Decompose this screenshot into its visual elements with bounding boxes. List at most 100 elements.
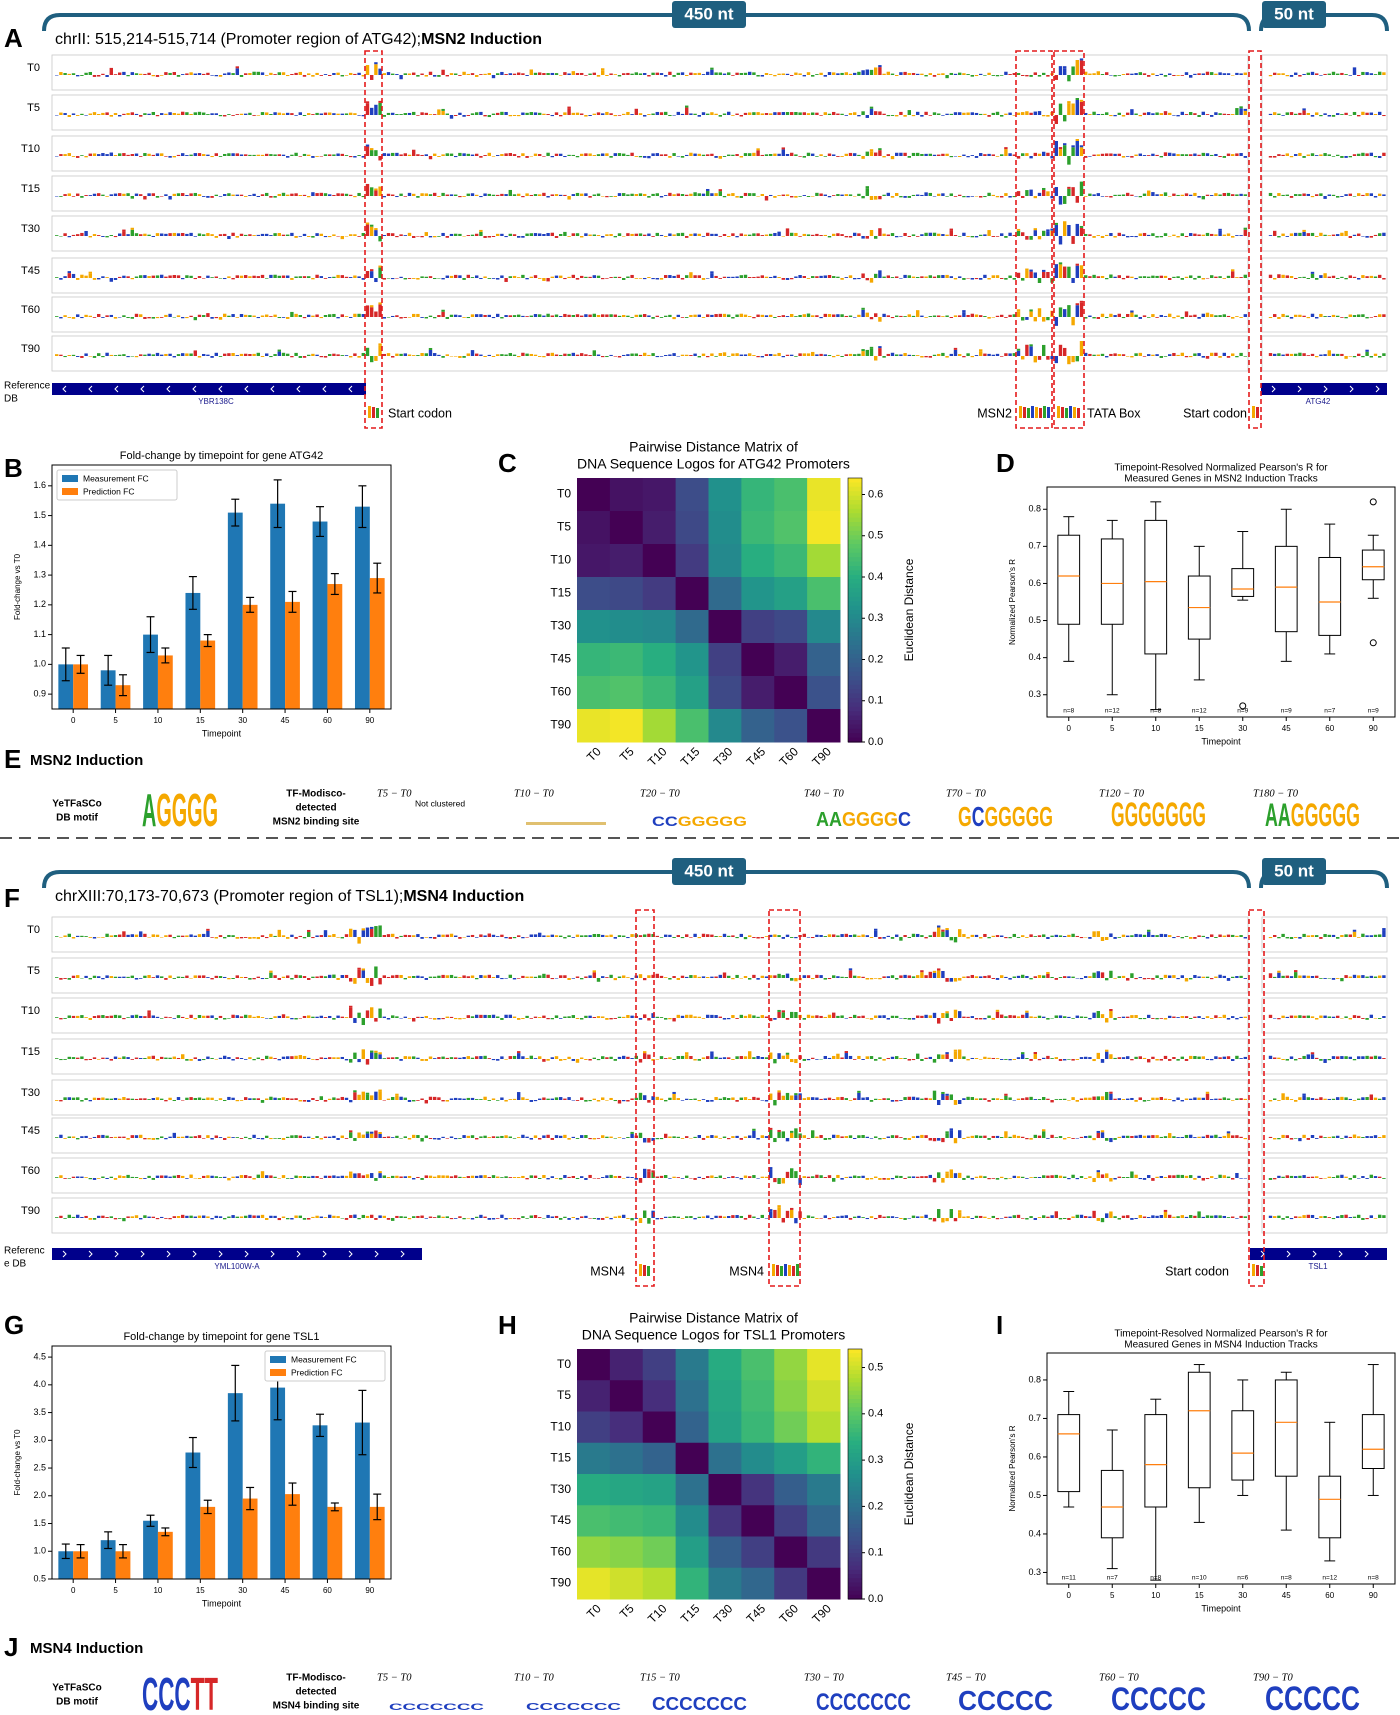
track-frame [1261,1079,1388,1116]
logo-letter [517,1177,521,1178]
logo-letter [206,1135,210,1138]
logo-letter [160,233,164,236]
logo-letter [1084,352,1088,356]
logo-letter [244,353,248,356]
logo-letter [1151,233,1155,236]
logo-letter [382,73,386,75]
logo-letter [1331,71,1336,75]
logo-letter [861,70,865,75]
track-frame [1261,215,1388,252]
logo-letter [865,1018,869,1019]
logo-letter [105,975,109,978]
logo-letter [1071,933,1075,937]
logo-letter [323,278,328,279]
logo-letter [160,113,164,115]
logo-letter [92,112,97,115]
logo-letter [727,111,731,115]
logo-letter [344,1138,349,1139]
logo-letter [80,1100,84,1102]
logo-letter [668,1136,672,1138]
logo-letter [1046,971,1050,974]
logo-letter [773,153,777,156]
logo-letter [357,1012,361,1018]
logo-letter [1319,115,1323,117]
logo-letter [924,317,928,318]
logo-letter [239,314,244,317]
logo-letter [1084,112,1088,115]
sequence-logo [55,262,1386,283]
logo-letter [794,154,798,156]
logo-letter [1365,317,1369,319]
logo-letter [974,1018,979,1020]
logo-letter [412,313,416,317]
logo-letter [949,1094,953,1100]
logo-letter [269,274,273,278]
logo-letter [1029,1016,1033,1018]
logo-letter [105,1016,109,1018]
logo-letter [966,314,970,317]
logo-letter [227,193,231,196]
logo-letter [664,275,668,278]
logo-letter [143,1138,147,1140]
logo-letter [1126,112,1130,115]
track-frame [1261,175,1388,212]
logo-letter [206,977,210,978]
logo-letter [1277,1018,1281,1020]
sequence-logo [55,341,1386,365]
logo-letter [840,72,844,75]
logo-letter [1289,1015,1294,1018]
logo-letter [1172,1175,1176,1178]
logo-letter [1021,317,1025,321]
logo-letter [365,65,370,75]
logo-letter [832,195,836,196]
logo-letter [1222,1175,1226,1178]
logo-letter [1369,73,1373,75]
logo-letter [1075,356,1079,362]
logo-letter [126,234,130,236]
logo-letter [500,154,504,156]
logo-letter [1285,236,1289,237]
logo-letter [1352,929,1357,932]
logo-letter [588,1100,592,1102]
logo-letter [647,156,651,159]
logo-letter [1100,1014,1105,1018]
logo-letter [1067,103,1071,115]
logo-letter [84,1177,88,1178]
logo-letter [143,1098,147,1100]
logo-letter [1159,236,1163,238]
logo-letter [386,1136,391,1138]
logo-letter [1231,1135,1235,1138]
logo-letter [63,1178,67,1179]
logo-letter [445,934,449,937]
logo-letter [97,976,101,978]
logo-letter [1142,1057,1147,1059]
logo-letter [210,196,214,198]
logo-letter [1369,1014,1373,1018]
logo-letter [1109,1093,1113,1100]
logo-letter [983,234,987,236]
logo-letter [832,975,836,978]
logo-letter [769,975,773,978]
logo-letter [790,152,794,156]
logo-letter [1235,316,1239,317]
logo-letter [189,1059,193,1061]
logo-letter [1016,311,1021,317]
logo-letter [966,976,970,978]
logo-letter [1163,152,1168,156]
logo-letter [1235,153,1239,156]
logo-letter [945,1173,949,1178]
logo-letter [1121,1099,1126,1100]
logo-letter [1130,310,1134,313]
logo-letter [307,931,311,937]
logo-letter [1205,312,1210,317]
logo-letter [361,232,365,236]
gene-bar [1261,383,1387,395]
logo-letter [701,1099,706,1100]
logo-letter [483,935,487,937]
track-frame [1261,997,1388,1034]
logo-letter [777,195,781,196]
logo-letter [470,1175,475,1178]
logo-letter [575,112,580,115]
logo-letter [59,978,63,980]
logo-letter [407,935,412,937]
